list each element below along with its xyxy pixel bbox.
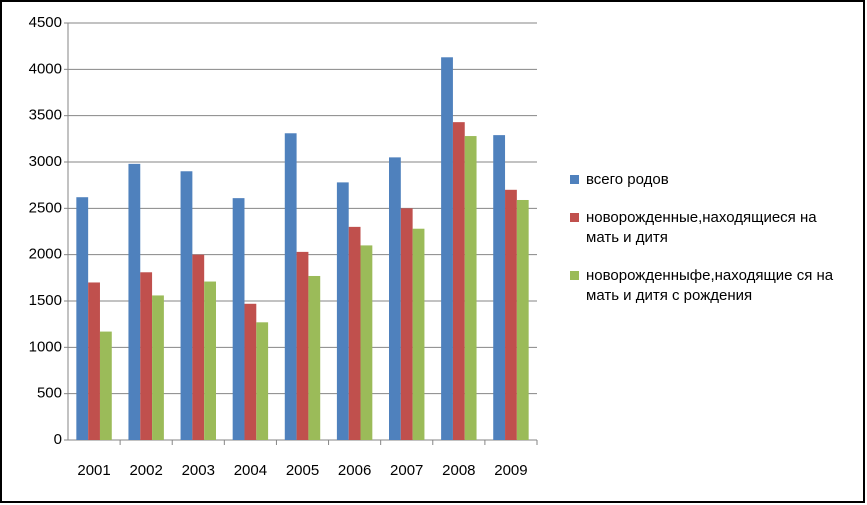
x-tick-label: 2007 bbox=[390, 462, 423, 479]
bar bbox=[99, 331, 112, 440]
legend-label: новорожденные,находящиеся на мать и дитя bbox=[586, 209, 817, 246]
legend-label: новорожденныфе,находящие ся на мать и ди… bbox=[586, 267, 834, 304]
bar bbox=[296, 251, 309, 440]
x-tick-label: 2002 bbox=[129, 462, 162, 479]
bar bbox=[76, 197, 89, 440]
legend-swatch bbox=[570, 175, 579, 184]
bar bbox=[348, 226, 361, 440]
bar bbox=[441, 57, 453, 440]
legend-swatch bbox=[570, 271, 579, 280]
y-tick-label: 3000 bbox=[29, 153, 62, 170]
y-tick-label: 3500 bbox=[29, 107, 62, 124]
bar bbox=[244, 303, 257, 440]
bar bbox=[232, 198, 245, 440]
bar bbox=[505, 189, 517, 440]
y-tick-label: 4000 bbox=[29, 60, 62, 77]
legend-item: новорожденные,находящиеся на мать и дитя bbox=[570, 208, 850, 248]
bar bbox=[204, 281, 216, 440]
y-tick-label: 2000 bbox=[29, 246, 62, 263]
x-tick-label: 2009 bbox=[494, 462, 527, 479]
y-tick-label: 500 bbox=[37, 385, 62, 402]
x-tick-label: 2001 bbox=[77, 462, 110, 479]
legend-item: новорожденныфе,находящие ся на мать и ди… bbox=[570, 266, 850, 306]
bar bbox=[152, 295, 164, 440]
bar bbox=[336, 182, 349, 441]
legend-item: всего родов bbox=[570, 170, 850, 190]
y-tick-label: 0 bbox=[54, 431, 62, 448]
bar bbox=[493, 135, 506, 441]
x-tick-label: 2004 bbox=[234, 462, 267, 479]
bar bbox=[88, 282, 100, 440]
bar bbox=[412, 228, 425, 440]
bar bbox=[256, 322, 269, 440]
x-tick-label: 2008 bbox=[442, 462, 475, 479]
y-tick-label: 4500 bbox=[29, 14, 62, 31]
x-tick-label: 2003 bbox=[182, 462, 215, 479]
bar bbox=[400, 208, 413, 440]
y-tick-label: 2500 bbox=[29, 199, 62, 216]
bar bbox=[516, 199, 529, 440]
legend: всего родов новорожденные,находящиеся на … bbox=[570, 170, 850, 324]
bar bbox=[192, 254, 205, 440]
legend-swatch bbox=[570, 213, 579, 222]
bar bbox=[464, 136, 477, 440]
x-tick-label: 2006 bbox=[338, 462, 371, 479]
bar bbox=[452, 122, 465, 441]
bar bbox=[308, 275, 321, 440]
bar bbox=[128, 163, 141, 440]
legend-label: всего родов bbox=[586, 171, 669, 188]
y-tick-label: 1000 bbox=[29, 338, 62, 355]
y-tick-label: 1500 bbox=[29, 292, 62, 309]
bar bbox=[180, 171, 193, 440]
bar bbox=[140, 272, 153, 440]
bar bbox=[389, 157, 401, 440]
bar bbox=[284, 133, 297, 441]
bar bbox=[360, 245, 373, 440]
x-tick-label: 2005 bbox=[286, 462, 319, 479]
